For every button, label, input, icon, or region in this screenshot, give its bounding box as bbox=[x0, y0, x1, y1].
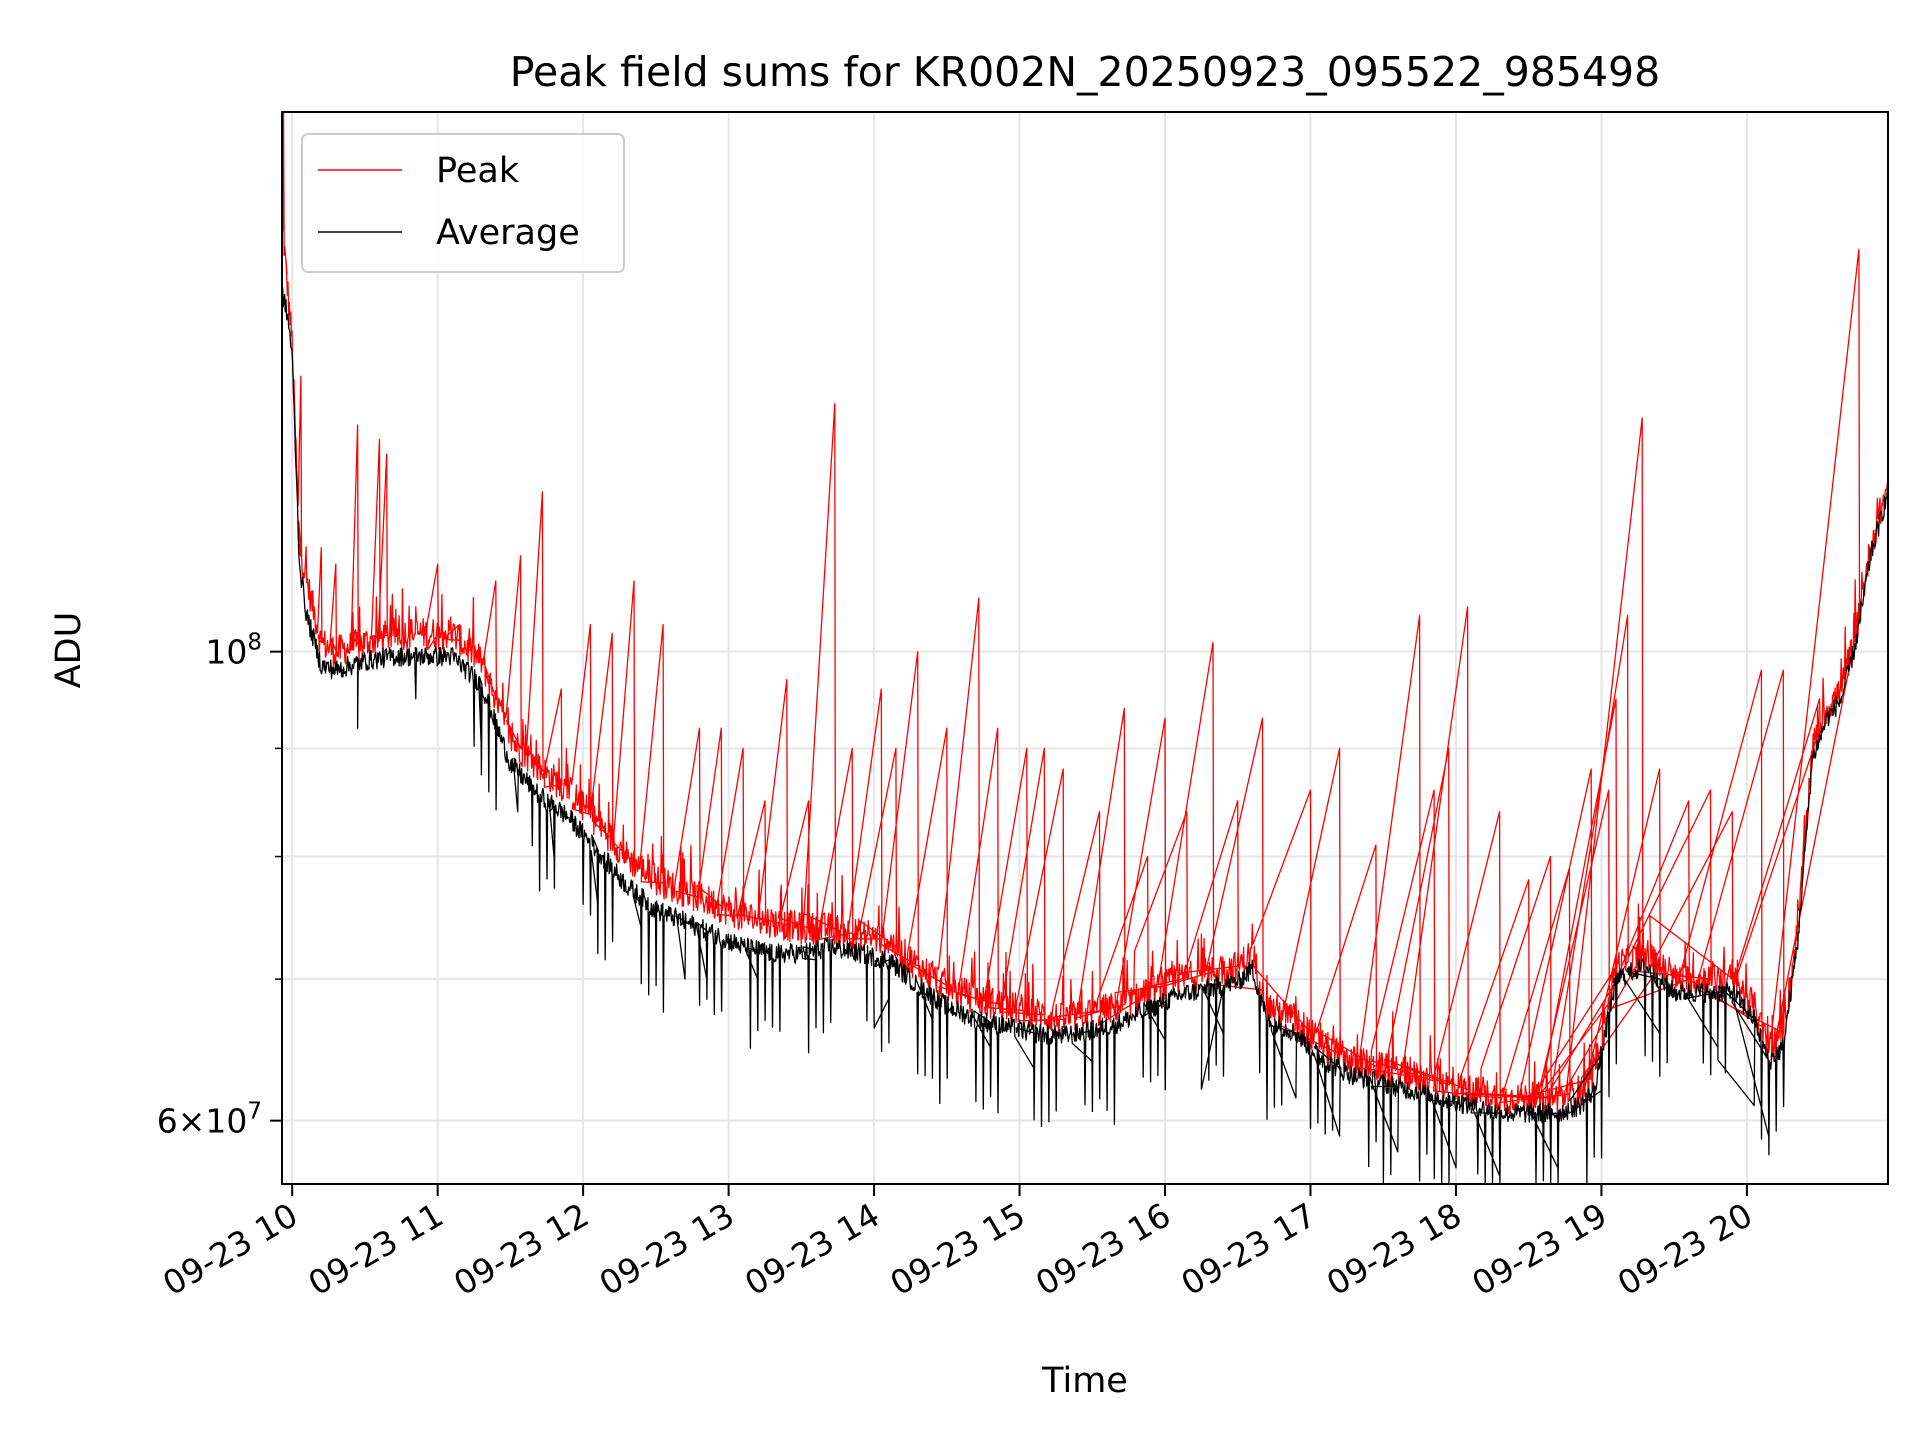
y-tick-label: 6×107 bbox=[157, 1099, 262, 1141]
legend-label-average: Average bbox=[436, 213, 580, 253]
legend-label-peak: Peak bbox=[436, 151, 520, 191]
plot-frame bbox=[281, 111, 1889, 1185]
y-axis-label: ADU bbox=[49, 612, 89, 689]
legend: Peak Average bbox=[301, 133, 625, 273]
chart-title: Peak field sums for KR002N_20250923_0955… bbox=[510, 48, 1660, 96]
grid bbox=[282, 112, 1888, 1184]
legend-box bbox=[301, 133, 625, 273]
x-axis-label: Time bbox=[1041, 1361, 1128, 1401]
series-layer bbox=[281, 111, 1889, 1185]
series-line-average bbox=[281, 285, 1889, 1185]
series-line-peak bbox=[281, 111, 1889, 1115]
